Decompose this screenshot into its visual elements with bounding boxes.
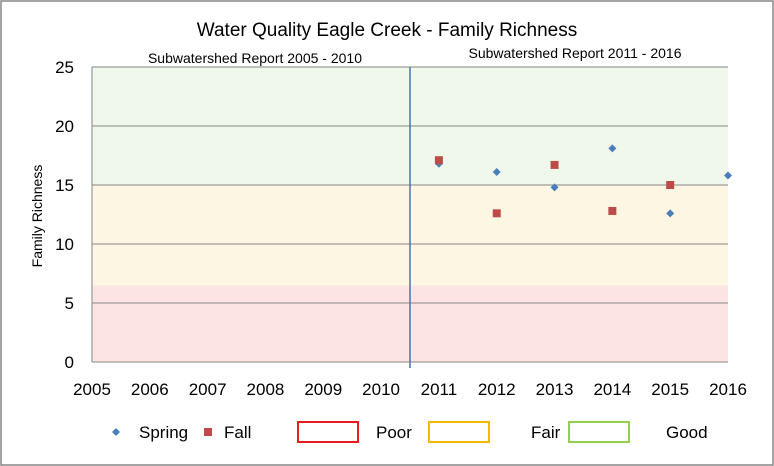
legend-fall-label: Fall [224,423,251,442]
y-axis-label: Family Richness [29,165,45,268]
y-tick-label: 20 [55,117,74,136]
point-spring [724,171,732,180]
period-annotation-2: Subwatershed Report 2011 - 2016 [469,45,682,61]
point-spring [608,144,617,153]
x-tick-label: 2011 [421,380,458,399]
x-tick-label: 2009 [304,380,342,399]
x-tick-label: 2005 [73,380,111,399]
legend-good-label: Good [666,423,708,442]
point-fall [666,181,675,189]
point-fall [434,156,443,165]
legend-fair-swatch [428,421,490,443]
legend-poor-swatch [297,421,359,443]
point-spring [550,183,559,192]
point-spring [666,209,675,218]
point-spring [492,168,501,177]
legend-fall-marker [204,428,212,436]
y-tick-label: 0 [65,353,74,372]
point-fall [608,206,617,215]
legend-fair-label: Fair [531,423,561,442]
y-tick-label: 25 [55,58,74,77]
x-tick-label: 2012 [478,380,516,399]
chart-title: Water Quality Eagle Creek - Family Richn… [197,20,577,41]
legend-spring-marker [112,428,120,436]
x-tick-label: 2007 [189,380,227,399]
x-tick-label: 2008 [247,380,285,399]
x-tick-label: 2014 [593,380,631,399]
legend-poor-label: Poor [376,423,412,442]
y-tick-label: 10 [55,235,74,254]
y-tick-label: 5 [65,294,74,313]
x-tick-label: 2016 [709,380,747,399]
legend-good-swatch [568,421,630,443]
x-tick-label: 2010 [362,380,400,399]
period-annotation-1: Subwatershed Report 2005 - 2010 [148,50,362,66]
x-tick-label: 2015 [651,380,689,399]
legend-spring-label: Spring [139,423,188,442]
x-tick-label: 2006 [131,380,169,399]
y-tick-label: 15 [55,176,74,195]
point-fall [550,160,559,169]
x-tick-label: 2013 [536,380,574,399]
point-fall [492,209,501,218]
